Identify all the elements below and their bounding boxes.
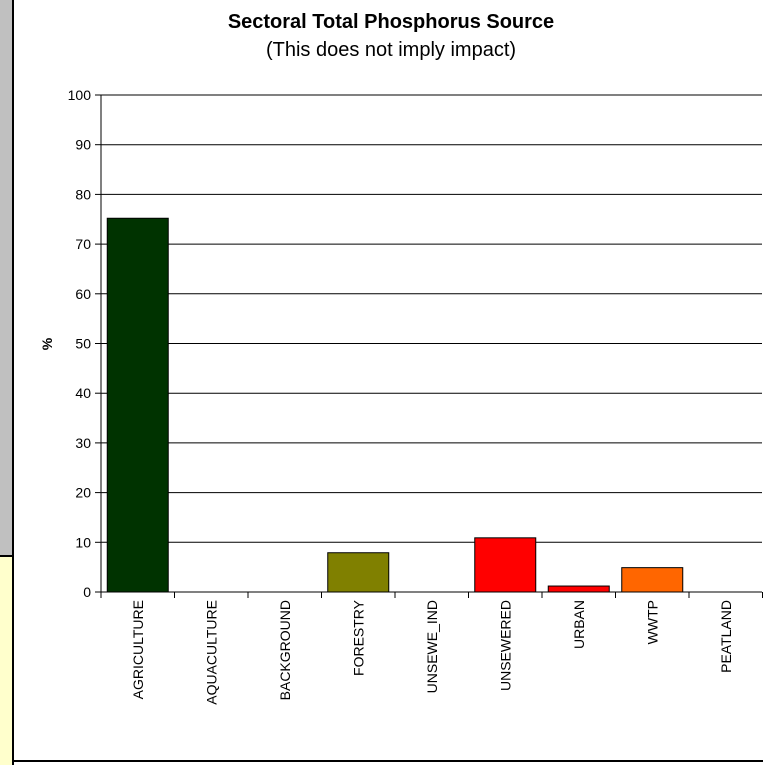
x-tick-label: WWTP [644, 600, 660, 644]
y-tick-label: 100 [68, 87, 92, 103]
gridlines [95, 94, 762, 593]
axes [100, 95, 763, 598]
x-tick-label: UNSEWERED [497, 600, 513, 691]
chart-title: Sectoral Total Phosphorus Source [228, 11, 554, 33]
x-tick-labels: AGRICULTURE AQUACULTURE BACKGROUND FORESTRY… [130, 599, 734, 704]
y-tick-label: 20 [75, 485, 91, 501]
x-tick-label: BACKGROUND [277, 600, 293, 700]
x-tick-label: UNSEWE_IND [424, 600, 440, 693]
bar-wwtp [621, 567, 684, 593]
y-tick-label: 0 [83, 584, 91, 600]
y-tick-label: 30 [75, 435, 91, 451]
y-tick-labels: 0 10 20 30 40 50 60 70 80 90 100 [68, 87, 92, 600]
x-tick-label: PEATLAND [718, 600, 734, 673]
bar-unsewered [474, 537, 537, 593]
y-tick-label: 60 [75, 286, 91, 302]
y-tick-label: 90 [75, 137, 91, 153]
y-axis-label: % [39, 337, 55, 350]
bar-agriculture [106, 217, 169, 593]
bar-forestry [327, 552, 390, 593]
y-tick-label: 50 [75, 336, 91, 352]
y-tick-label: 70 [75, 236, 91, 252]
bottom-border [14, 760, 763, 762]
y-tick-label: 10 [75, 534, 91, 550]
x-tick-label: FORESTRY [350, 599, 366, 676]
chart-subtitle: (This does not imply impact) [266, 39, 516, 61]
y-tick-label: 80 [75, 186, 91, 202]
left-panel-edge [0, 0, 14, 765]
x-tick-label: AGRICULTURE [130, 600, 146, 699]
bar-urban [547, 585, 610, 593]
x-tick-label: AQUACULTURE [203, 600, 219, 705]
bars [106, 217, 684, 593]
y-tick-label: 40 [75, 385, 91, 401]
x-tick-label: URBAN [571, 600, 587, 649]
left-panel-cell [0, 555, 12, 765]
